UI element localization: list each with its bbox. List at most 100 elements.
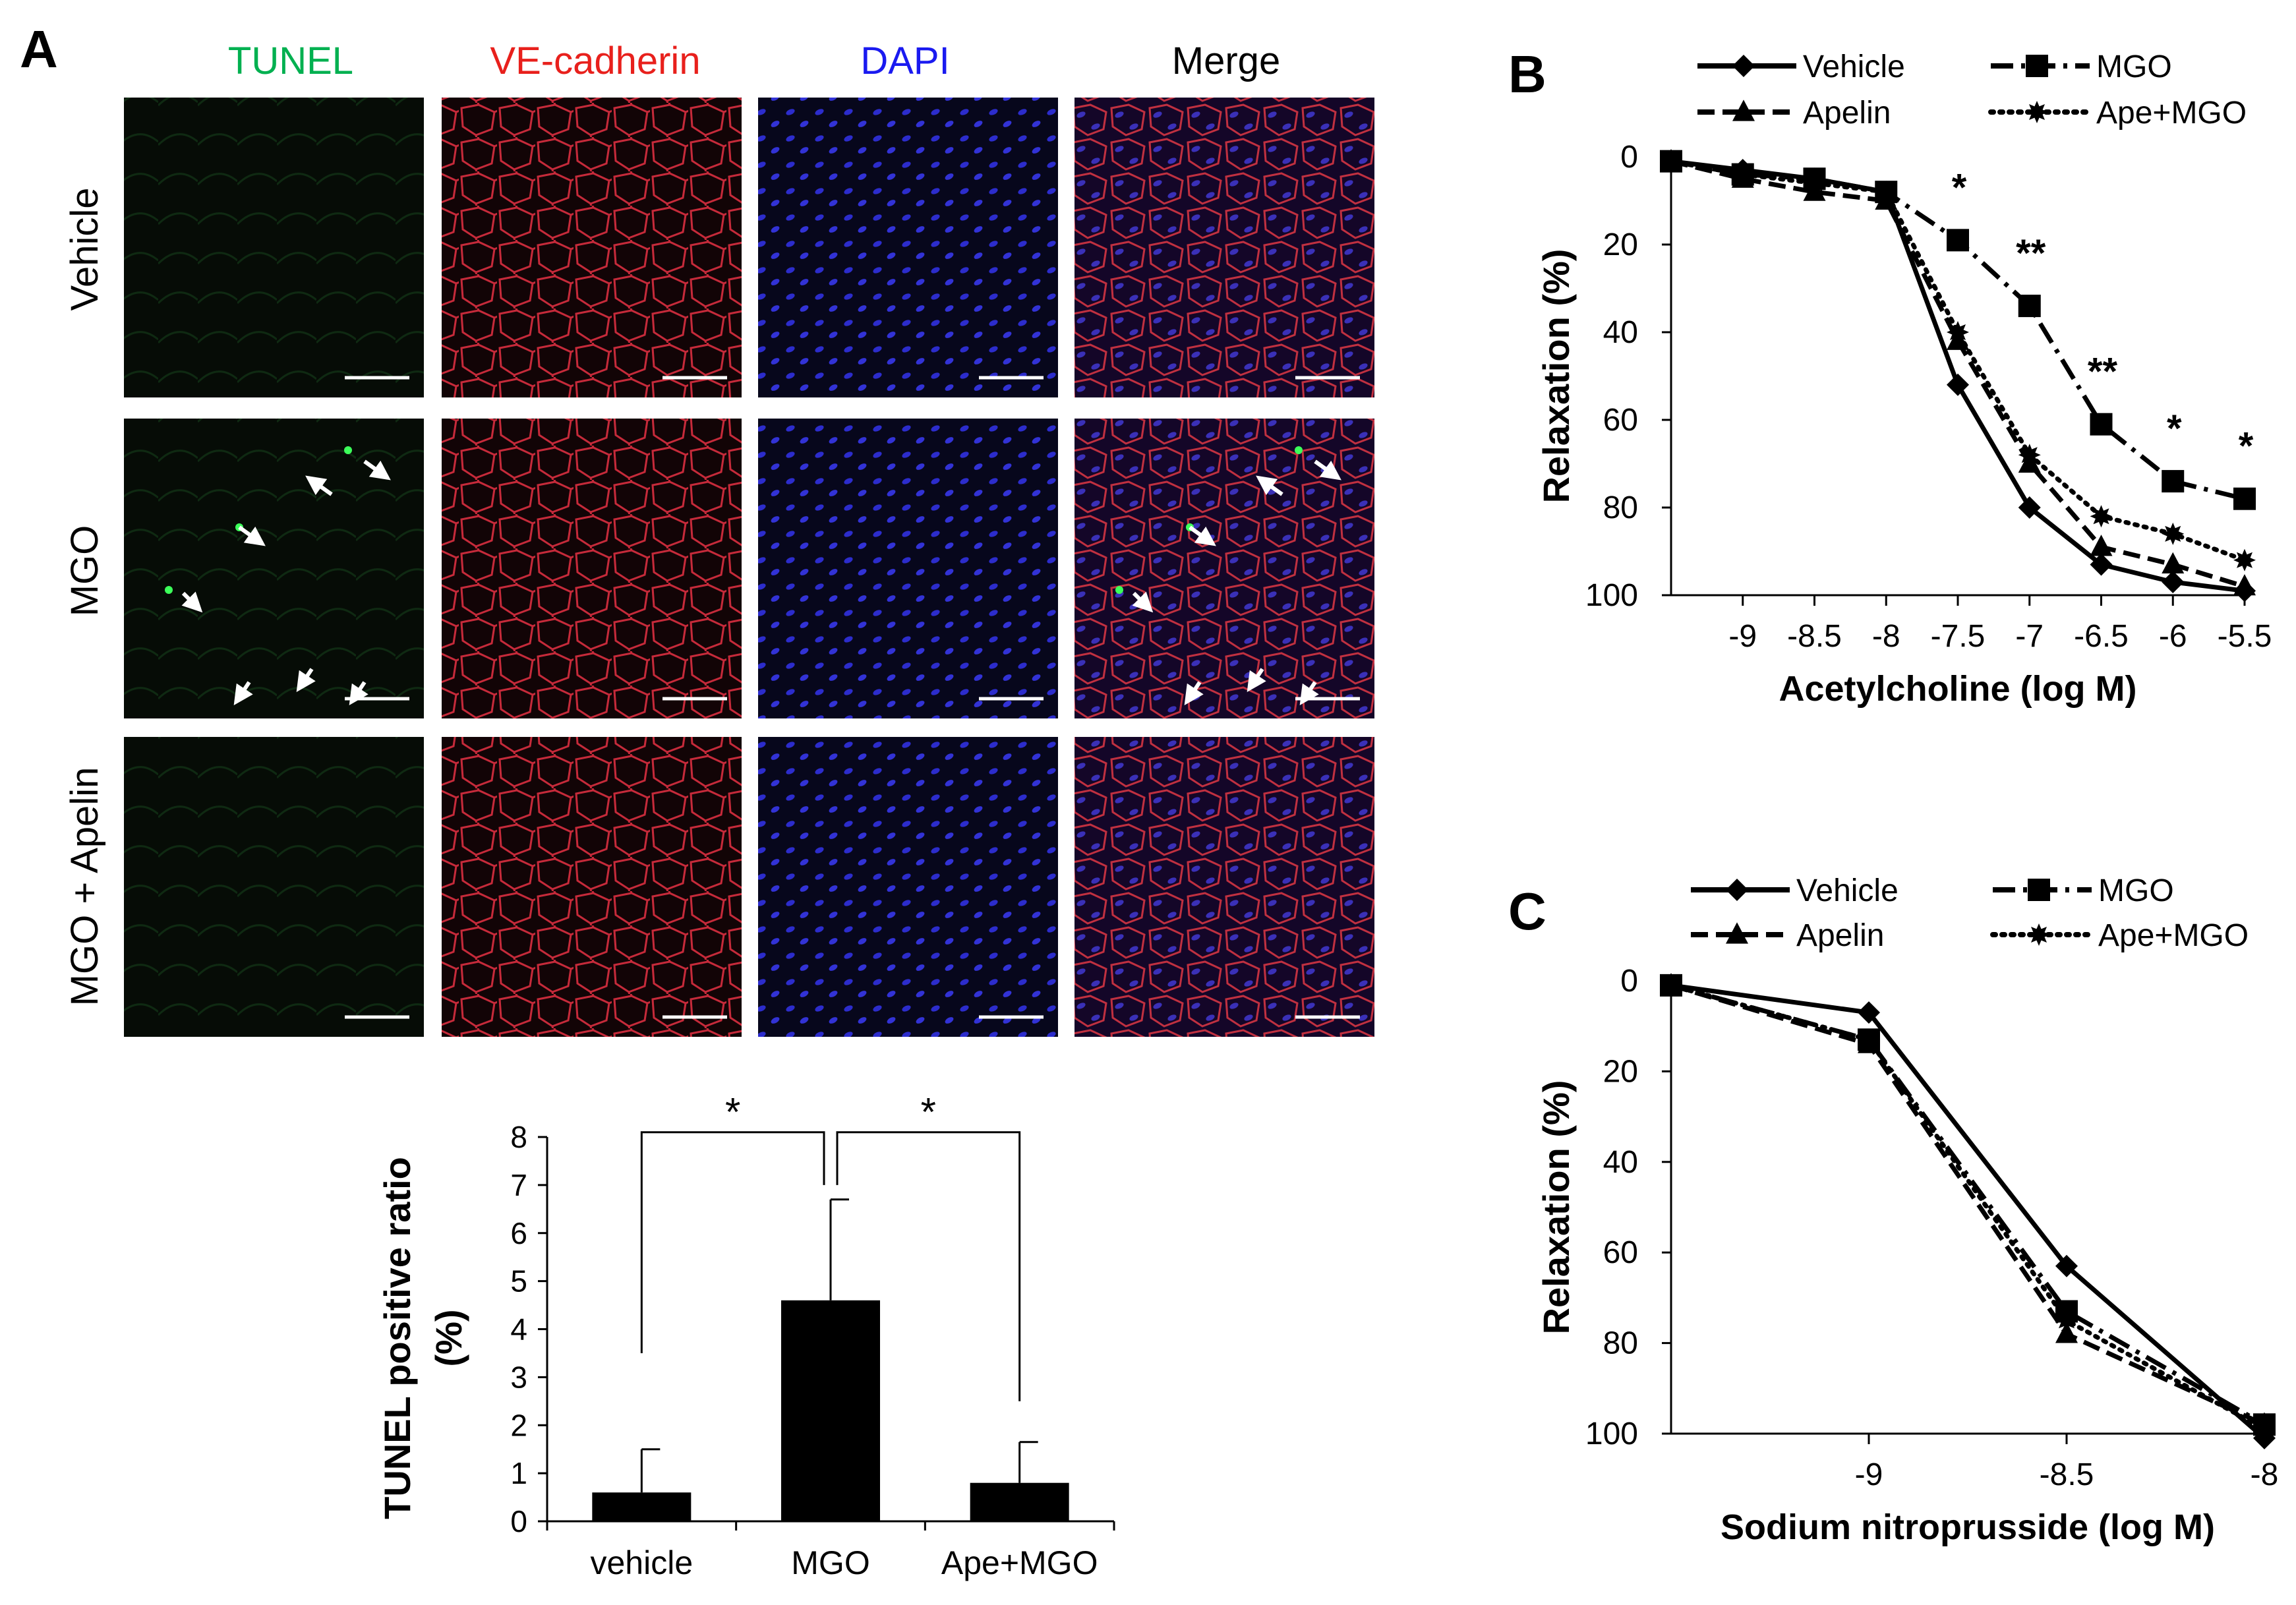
y-tick-label: 4	[510, 1312, 527, 1347]
x-tick-label: -5.5	[2218, 619, 2272, 654]
bar-vehicle	[592, 1492, 692, 1521]
marker-square	[2233, 487, 2256, 510]
marker-diamond	[2055, 1254, 2078, 1277]
y-tick-label: 40	[1603, 1145, 1638, 1180]
legend-label: Ape+MGO	[2096, 96, 2247, 131]
legend-label: MGO	[2096, 49, 2172, 84]
marker-diamond	[1726, 879, 1748, 901]
x-tick-label: -7	[2015, 619, 2044, 654]
panel-label-b: B	[1508, 45, 1546, 103]
series-line-ape-mgo	[1668, 983, 2267, 1432]
x-axis-label: Sodium nitroprusside (log M)	[1721, 1507, 2215, 1547]
y-tick-label: 60	[1603, 403, 1638, 438]
marker-star	[1803, 171, 1826, 194]
significance-star: *	[921, 1090, 936, 1134]
micrograph-grid	[124, 98, 1374, 1037]
micrograph-mgo-apelin-ve-cadherin	[442, 737, 742, 1037]
white-arrow	[1184, 681, 1204, 705]
y-tick-label: 20	[1603, 227, 1638, 262]
significance-star: *	[725, 1090, 740, 1134]
y-tick-label: 60	[1603, 1235, 1638, 1270]
y-tick-label: 100	[1585, 1416, 1638, 1451]
acetylcholine-chart: Vehicle MGO Apelin Ape+MGO 0 20 40 60 80 100 -9 -8.…	[1535, 49, 2272, 709]
tunel-positive-dot	[165, 586, 173, 594]
micrograph-mgo-tunel	[124, 419, 424, 718]
x-tick-label: -7.5	[1931, 619, 1986, 654]
white-arrow	[1256, 475, 1283, 496]
marker-diamond	[2162, 571, 2185, 594]
y-tick-label: 0	[510, 1504, 527, 1538]
marker-square	[2028, 879, 2050, 901]
x-tick-label: -8	[2251, 1457, 2279, 1492]
marker-star	[1947, 321, 1969, 343]
significance-star: *	[2239, 425, 2254, 468]
micrograph-mgo-dapi	[758, 419, 1058, 718]
y-tick-label: 40	[1603, 315, 1638, 350]
y-tick-label: 5	[510, 1264, 527, 1299]
marker-star	[1875, 181, 1898, 204]
marker-square	[2090, 413, 2113, 436]
significance-bracket-2	[836, 1131, 1021, 1401]
series-line-ape-mgo	[1668, 159, 2247, 563]
panel-label-a: A	[20, 20, 58, 78]
column-header-tunel: TUNEL	[228, 40, 353, 82]
marker-triangle	[2090, 535, 2113, 556]
y-tick-label: 8	[510, 1120, 527, 1154]
marker-star	[2162, 522, 2185, 545]
micrograph-vehicle-ve-cadherin	[442, 98, 742, 397]
marker-triangle	[2162, 552, 2185, 574]
marker-triangle	[2055, 1322, 2078, 1343]
legend-label: Ape+MGO	[2098, 918, 2249, 953]
y-axis-label-unit: (%)	[428, 1309, 469, 1366]
micrograph-mgo-ve-cadherin	[442, 419, 742, 718]
white-arrow	[296, 668, 316, 692]
white-arrow	[233, 681, 253, 705]
y-tick-label: 1	[510, 1456, 527, 1490]
white-arrow	[1299, 681, 1319, 705]
marker-star	[1660, 974, 1682, 997]
white-arrow	[349, 681, 368, 705]
y-tick-label: 7	[510, 1168, 527, 1202]
micrograph-vehicle-merge	[1074, 98, 1374, 397]
marker-star	[2018, 444, 2041, 467]
white-arrow	[1132, 591, 1154, 613]
row-label-mgo-apelin: MGO + Apelin	[63, 767, 106, 1007]
white-arrow	[1247, 668, 1266, 692]
series-line-vehicle	[1670, 983, 2266, 1440]
legend-label: Vehicle	[1796, 873, 1899, 908]
marker-star	[2090, 505, 2113, 528]
x-tick-label: -8.5	[1787, 619, 1842, 654]
marker-star	[1660, 150, 1682, 173]
y-tick-label: 0	[1620, 140, 1638, 175]
x-tick-label: -6	[2159, 619, 2187, 654]
y-axis-label: Relaxation (%)	[1535, 1080, 1577, 1335]
marker-square	[2026, 55, 2048, 77]
legend-label: MGO	[2098, 873, 2174, 908]
tunel-positive-dot	[1295, 446, 1303, 454]
white-arrow	[363, 459, 391, 481]
marker-star	[2055, 1309, 2078, 1332]
marker-triangle	[2233, 574, 2256, 596]
x-tick-label: -8	[1872, 619, 1900, 654]
column-header-dapi: DAPI	[860, 40, 949, 82]
white-arrow	[1189, 525, 1216, 546]
x-axis-label: Acetylcholine (log M)	[1779, 669, 2136, 709]
bar-mgo	[781, 1300, 880, 1521]
x-tick-label: -9	[1728, 619, 1757, 654]
micrograph-vehicle-dapi	[758, 98, 1058, 397]
row-label-vehicle: Vehicle	[63, 187, 106, 310]
marker-star	[2253, 1418, 2276, 1441]
y-axis-label: TUNEL positive ratio	[376, 1157, 418, 1519]
y-tick-label: 80	[1603, 1326, 1638, 1361]
marker-star	[2026, 101, 2048, 123]
micrograph-mgo-apelin-tunel	[124, 737, 424, 1037]
marker-diamond	[1858, 1001, 1880, 1024]
x-tick-label: -9	[1855, 1457, 1883, 1492]
y-tick-label: 0	[1620, 964, 1638, 999]
category-label: MGO	[791, 1544, 869, 1581]
y-tick-label: 2	[510, 1408, 527, 1442]
legend-label: Apelin	[1803, 96, 1891, 131]
significance-star: **	[2088, 351, 2118, 394]
marker-triangle	[1726, 922, 1748, 944]
